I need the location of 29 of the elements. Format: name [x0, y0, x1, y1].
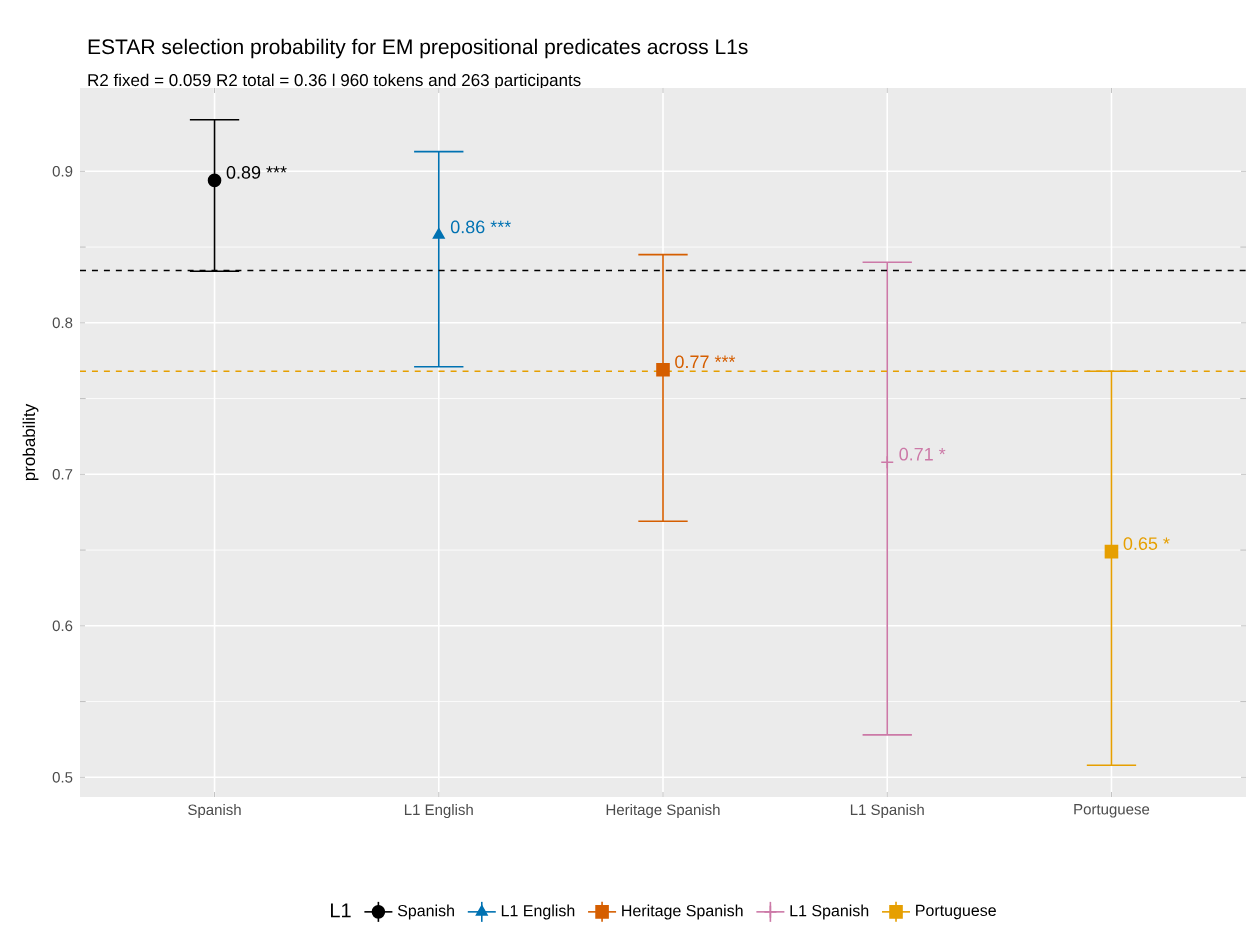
y-tick-label: 0.6 — [52, 620, 73, 632]
data-label: 0.77 *** — [675, 355, 736, 369]
y-tick-label: 0.8 — [52, 317, 73, 329]
legend-label: Heritage Spanish — [622, 904, 743, 920]
x-tick-label: Spanish — [188, 804, 241, 819]
x-tick-label: Portuguese — [1074, 804, 1150, 818]
y-tick-label: 0.5 — [52, 772, 73, 783]
data-label: 0.71 * — [899, 447, 946, 461]
y-tick-label: 0.7 — [52, 469, 73, 480]
chart-subtitle: R2 fixed = 0.059 R2 total = 0.36 l 960 tokens and 263 participants — [88, 73, 581, 90]
legend-label: Spanish — [397, 904, 454, 920]
legend-label: L1 Spanish — [790, 904, 869, 920]
x-tick-label: Heritage Spanish — [606, 804, 720, 819]
data-label: 0.89 *** — [226, 166, 287, 179]
x-tick-label: L1 Spanish — [850, 804, 924, 819]
y-axis-title: probability — [22, 403, 39, 481]
legend-title: L1 — [331, 903, 351, 918]
data-label: 0.65 * — [1123, 537, 1170, 550]
chart-title: ESTAR selection probability for EM prepositional predicates across L1s — [88, 38, 748, 59]
point — [656, 362, 670, 377]
x-tick-label: L1 English — [404, 804, 473, 819]
y-tick-label: 0.9 — [52, 166, 73, 177]
point — [1104, 544, 1119, 559]
legend-label: L1 English — [501, 904, 575, 920]
point — [207, 173, 222, 188]
legend-label: Portuguese — [916, 904, 996, 920]
point — [880, 455, 895, 469]
data-label: 0.86 *** — [450, 220, 511, 234]
point — [432, 228, 445, 239]
